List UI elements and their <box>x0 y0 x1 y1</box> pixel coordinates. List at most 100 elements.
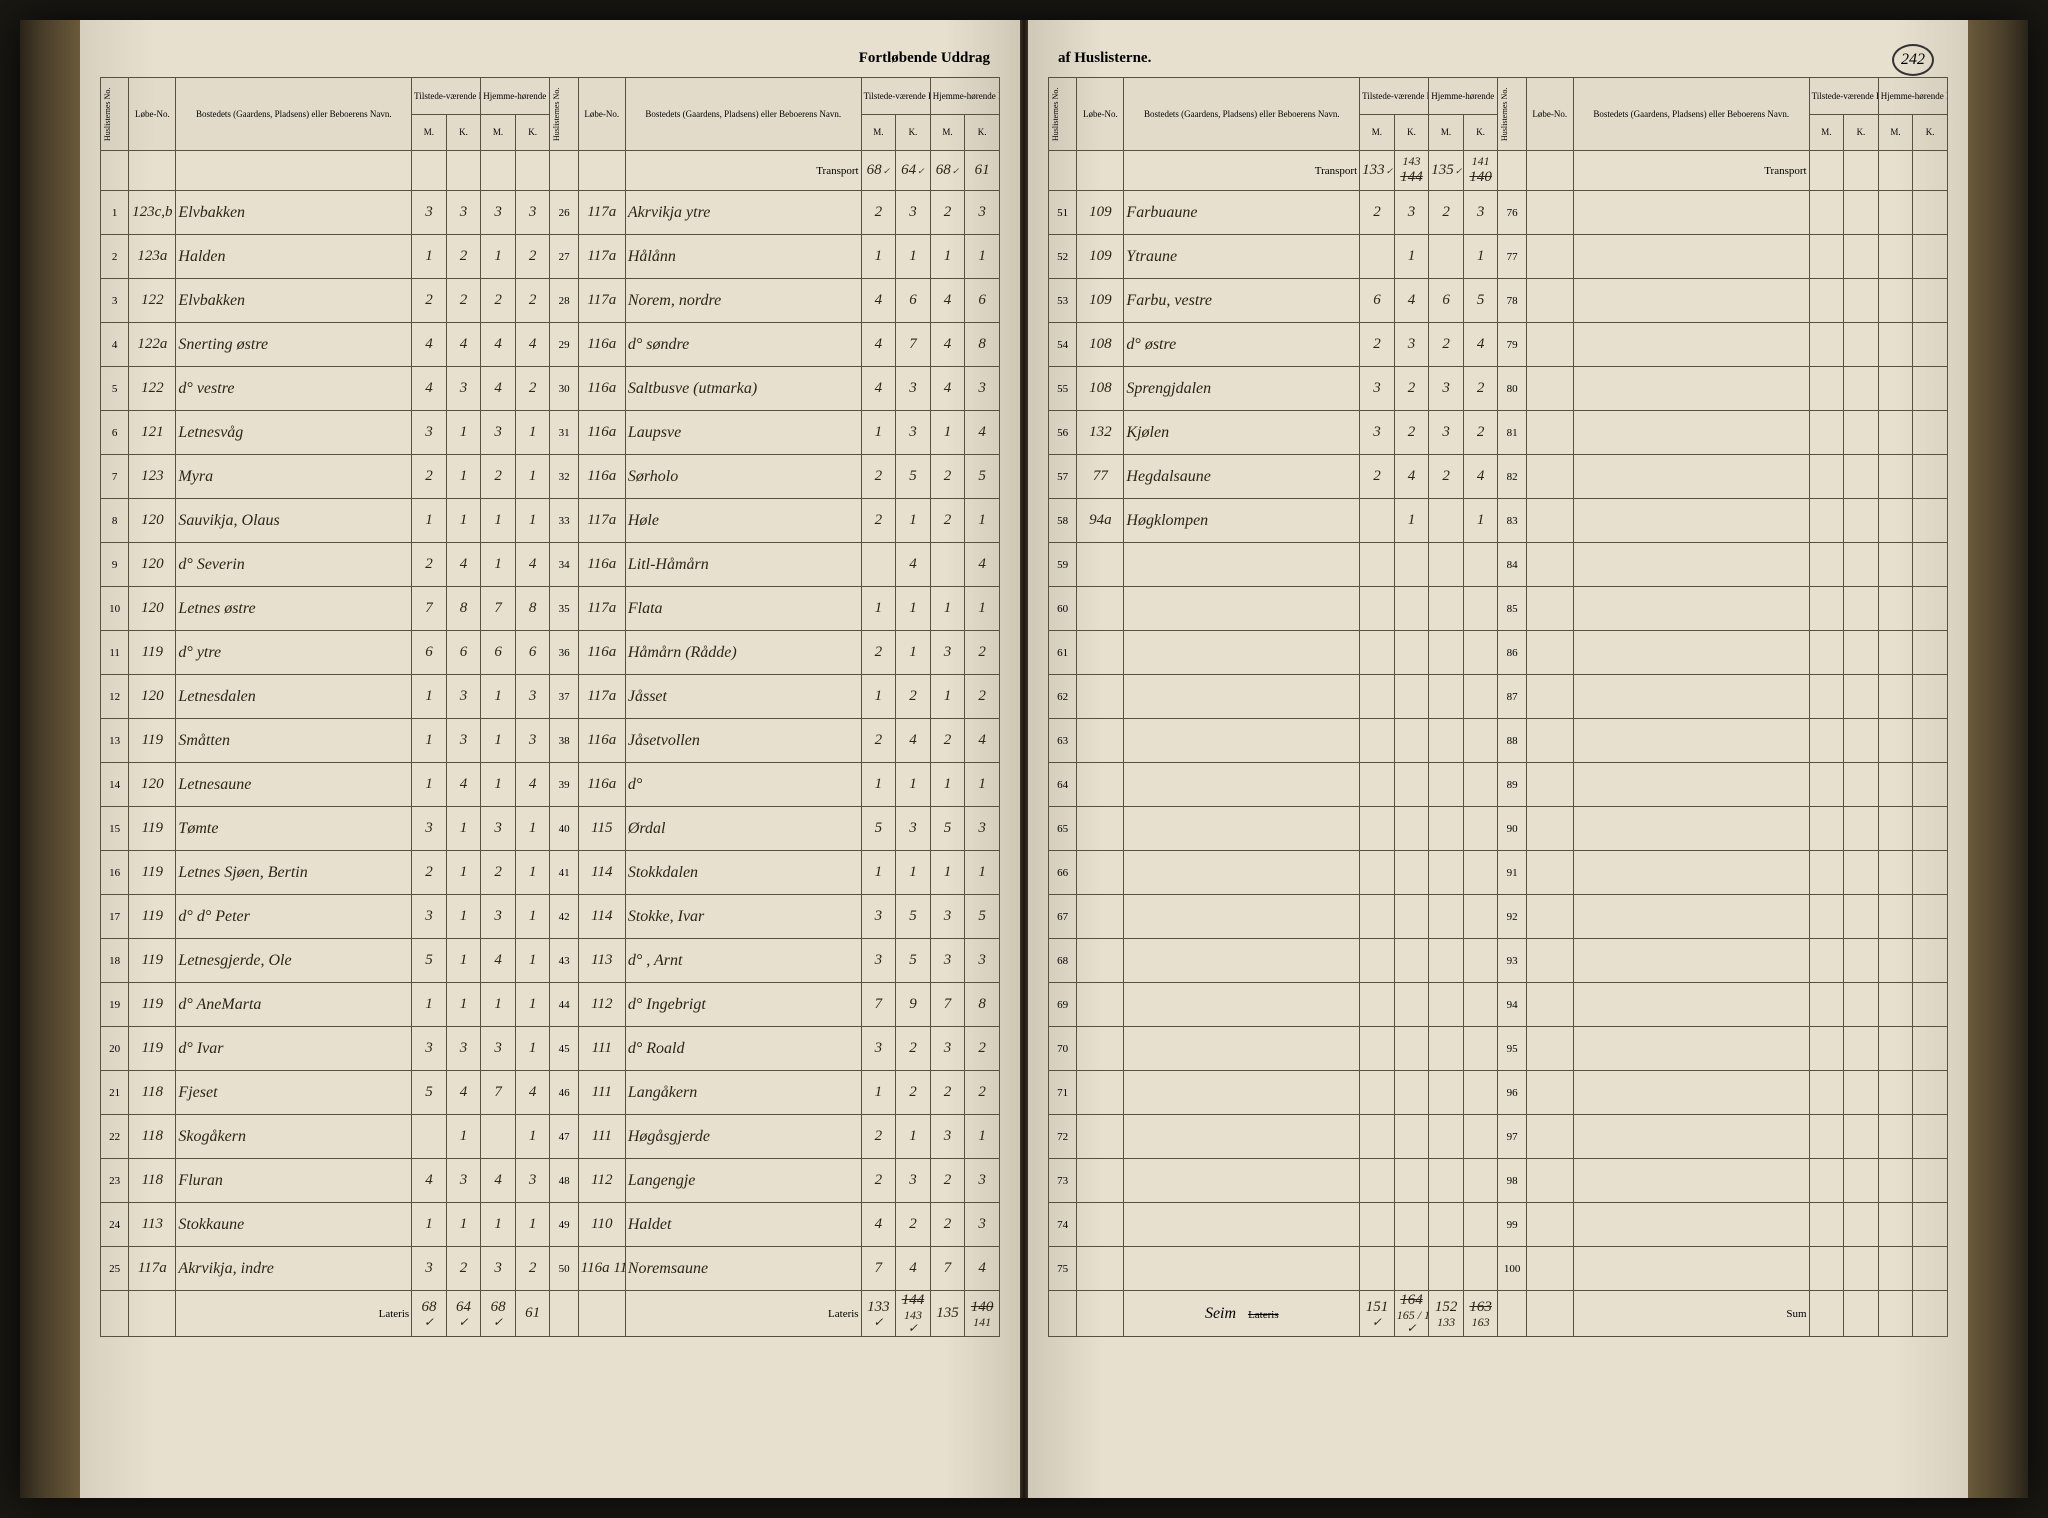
lobe-num: 118 <box>129 1071 176 1115</box>
tm: 2 <box>861 499 896 543</box>
row-num: 24 <box>101 1203 129 1247</box>
tm <box>1360 1071 1395 1115</box>
place-name: Letnesdalen <box>176 675 412 719</box>
lobe-num <box>1526 631 1573 675</box>
hm <box>1429 719 1464 763</box>
place-name: Skogåkern <box>176 1115 412 1159</box>
hm: 3 <box>481 895 516 939</box>
place-name <box>1124 1071 1360 1115</box>
hk: 1 <box>515 455 550 499</box>
tk <box>1394 763 1429 807</box>
col-tilstede: Tilstede-værende Folke-mængde. <box>1809 78 1878 115</box>
hk: 3 <box>515 675 550 719</box>
row-num: 37 <box>550 675 578 719</box>
hk: 4 <box>515 543 550 587</box>
lobe-num: 113 <box>129 1203 176 1247</box>
row-num: 74 <box>1049 1203 1077 1247</box>
hm: 4 <box>930 367 965 411</box>
tm: 4 <box>861 323 896 367</box>
tk: 2 <box>896 1071 931 1115</box>
table-row: 53109Farbu, vestre646578 <box>1049 279 1948 323</box>
row-num: 27 <box>550 235 578 279</box>
col-k: K. <box>1463 114 1498 151</box>
col-m: M. <box>1878 114 1913 151</box>
lobe-num: 122 <box>129 279 176 323</box>
tm: 3 <box>861 939 896 983</box>
row-num: 59 <box>1049 543 1077 587</box>
hk <box>1463 1203 1498 1247</box>
row-num: 76 <box>1498 191 1526 235</box>
row-num: 2 <box>101 235 129 279</box>
lobe-num: 116a <box>578 631 625 675</box>
place-name: Høgåsgjerde <box>625 1115 861 1159</box>
tk: 3 <box>896 191 931 235</box>
tm: 6 <box>1360 279 1395 323</box>
tm <box>1809 587 1844 631</box>
hk <box>1463 1159 1498 1203</box>
lobe-num: 117a <box>578 587 625 631</box>
hk <box>1913 455 1948 499</box>
tk: 1 <box>896 763 931 807</box>
tk: 1 <box>446 983 481 1027</box>
place-name: Ørdal <box>625 807 861 851</box>
col-huslisternes: Huslisternes No. <box>1051 79 1060 149</box>
tm: 1 <box>412 235 447 279</box>
col-k: K. <box>896 114 931 151</box>
tk <box>1394 1159 1429 1203</box>
table-row: 7123Myra212132116aSørholo2525 <box>101 455 1000 499</box>
lobe-num: 120 <box>129 675 176 719</box>
tk: 2 <box>1394 411 1429 455</box>
hm: 3 <box>481 807 516 851</box>
row-num: 98 <box>1498 1159 1526 1203</box>
table-row: 6186 <box>1049 631 1948 675</box>
hk: 2 <box>515 1247 550 1291</box>
lobe-num: 122a <box>129 323 176 367</box>
table-row: 75100 <box>1049 1247 1948 1291</box>
lobe-num <box>1526 807 1573 851</box>
tm: 2 <box>412 851 447 895</box>
tm: 1 <box>861 235 896 279</box>
lobe-num: 114 <box>578 895 625 939</box>
row-num: 29 <box>550 323 578 367</box>
tk <box>1844 543 1879 587</box>
lobe-num <box>1526 719 1573 763</box>
lobe-num: 112 <box>578 983 625 1027</box>
row-num: 8 <box>101 499 129 543</box>
tk <box>1394 807 1429 851</box>
lobe-num: 120 <box>129 763 176 807</box>
hk <box>1913 587 1948 631</box>
lobe-num <box>1077 807 1124 851</box>
tm <box>1360 631 1395 675</box>
col-huslisternes: Huslisternes No. <box>103 79 112 149</box>
hm: 4 <box>481 1159 516 1203</box>
hm <box>1878 1115 1913 1159</box>
tm: 2 <box>412 543 447 587</box>
hk <box>1463 1247 1498 1291</box>
place-name <box>1573 851 1809 895</box>
place-name <box>1573 279 1809 323</box>
row-num: 55 <box>1049 367 1077 411</box>
tm: 1 <box>861 411 896 455</box>
tm <box>1809 235 1844 279</box>
tm <box>1360 719 1395 763</box>
row-num: 45 <box>550 1027 578 1071</box>
hk <box>1463 983 1498 1027</box>
place-name: Sprengjdalen <box>1124 367 1360 411</box>
row-num: 53 <box>1049 279 1077 323</box>
hk: 3 <box>965 367 1000 411</box>
hk: 2 <box>965 1027 1000 1071</box>
tk <box>1844 763 1879 807</box>
lobe-num: 94a <box>1077 499 1124 543</box>
hk <box>1913 719 1948 763</box>
tm <box>1809 323 1844 367</box>
tm: 4 <box>861 279 896 323</box>
tk: 1 <box>446 851 481 895</box>
hk <box>1913 411 1948 455</box>
tk <box>1844 191 1879 235</box>
hm: 3 <box>481 191 516 235</box>
row-num: 90 <box>1498 807 1526 851</box>
hk: 4 <box>515 1071 550 1115</box>
row-num: 18 <box>101 939 129 983</box>
place-name: Snerting østre <box>176 323 412 367</box>
row-num: 41 <box>550 851 578 895</box>
